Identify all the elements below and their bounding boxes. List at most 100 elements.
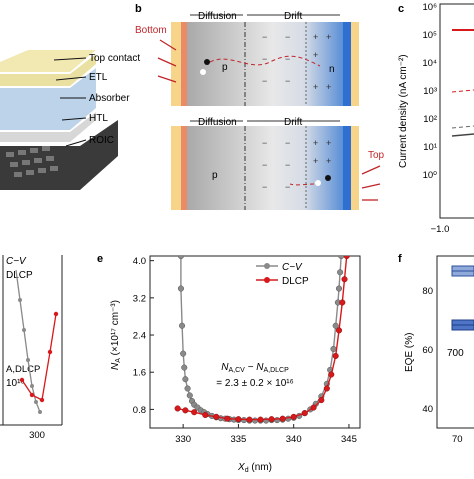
contact-left-2: [171, 126, 181, 210]
panel-e-plot-frame: [149, 255, 361, 429]
space-charge-plus-2: + + + +: [313, 138, 331, 166]
panel-c: c 10⁶ 10⁵ 10⁴ 10³ 10² 10¹ 10⁰ Current de…: [398, 2, 474, 235]
data-point: [263, 417, 270, 424]
svg-text:+: +: [326, 138, 331, 148]
panel-d: C−V DLCP A,DLCP 10¹⁶ 300: [0, 255, 63, 441]
x-tick-label: 345: [341, 434, 357, 445]
svg-text:10²: 10²: [423, 114, 437, 125]
series-cv: [177, 256, 345, 424]
label-htl: HTL: [89, 113, 108, 124]
roic-chip: [0, 120, 118, 190]
etl-strip-right-2: [343, 126, 351, 210]
svg-text:−: −: [262, 32, 267, 42]
y-tick-label: 0.8: [133, 405, 146, 416]
illumination-label: Bottom: [135, 25, 167, 36]
panel-e-xaxis: 330 335 340 345: [175, 424, 357, 445]
carrier-path-2: [289, 183, 315, 186]
label-absorber: Absorber: [89, 93, 130, 104]
data-point: [341, 276, 348, 283]
svg-text:−: −: [285, 182, 290, 192]
data-point: [335, 285, 343, 292]
svg-text:+: +: [313, 156, 318, 166]
panel-c-ylabel: Current density (nA cm⁻²): [398, 54, 409, 168]
svg-text:10⁶: 10⁶: [423, 2, 438, 13]
data-point: [181, 364, 188, 371]
svg-text:−: −: [262, 76, 267, 86]
series-line: [177, 256, 348, 421]
svg-text:+: +: [326, 82, 331, 92]
data-point: [246, 416, 253, 423]
electron-dot-2: [325, 175, 331, 181]
data-point: [268, 416, 275, 423]
svg-text:+: +: [313, 138, 318, 148]
svg-text:10³: 10³: [423, 86, 437, 97]
panel-d-annot-2: 10¹⁶: [6, 378, 25, 389]
y-tick-label: 3.2: [133, 293, 146, 304]
data-point: [301, 410, 308, 417]
svg-text:−: −: [285, 138, 290, 148]
data-point: [343, 256, 350, 260]
y-tick-label: 1.6: [133, 368, 146, 379]
panel-d-cv-markers: [18, 298, 42, 414]
legend-cv-label: C−V: [282, 262, 303, 273]
panel-e-letter: e: [97, 253, 103, 265]
svg-text:+: +: [313, 50, 318, 60]
panel-e-ylabel: NA (×10¹⁷ cm⁻³): [110, 300, 122, 370]
data-point: [274, 417, 281, 424]
data-point: [332, 322, 339, 329]
data-point: [191, 409, 198, 416]
svg-text:80: 80: [422, 286, 433, 297]
panel-d-cv-curve: [15, 269, 41, 413]
svg-text:−: −: [262, 182, 267, 192]
space-charge-minus-2: − − − − − −: [262, 138, 290, 192]
htl-strip-left: [181, 22, 187, 106]
top-contact-layer: [0, 50, 96, 72]
data-point: [330, 345, 337, 353]
space-charge-minus: − − − − − −: [262, 32, 290, 86]
svg-text:60: 60: [422, 345, 433, 356]
panel-d-dlcp-markers: [19, 311, 59, 403]
y-tick-label: 2.4: [133, 331, 146, 342]
panel-b-letter: b: [135, 3, 142, 15]
space-charge-plus: + + + + +: [313, 32, 331, 92]
illumination-label-2: Top: [368, 150, 385, 161]
panel-d-annot-1: A,DLCP: [6, 364, 40, 375]
curve-gray-dashed: [451, 125, 474, 129]
panel-f-letter: f: [398, 253, 402, 265]
contact-right: [351, 22, 359, 106]
panel-f-frame: [436, 255, 474, 429]
absorber-region-2: [187, 126, 343, 210]
etl-strip-right: [343, 22, 351, 106]
data-point: [182, 407, 189, 414]
data-point: [184, 385, 191, 392]
roic-pixel-array: [6, 146, 58, 177]
svg-text:10⁰: 10⁰: [423, 170, 438, 181]
svg-text:−: −: [285, 160, 290, 170]
light-arrows-2: [361, 165, 381, 201]
x-tick-label: 330: [175, 434, 191, 445]
svg-text:40: 40: [422, 404, 433, 415]
data-point: [318, 397, 325, 404]
svg-text:+: +: [326, 156, 331, 166]
svg-text:10⁵: 10⁵: [422, 30, 437, 41]
diffusion-label: Diffusion: [198, 11, 237, 22]
svg-text:+: +: [313, 82, 318, 92]
data-point: [177, 256, 184, 260]
data-point: [251, 417, 259, 424]
svg-text:−: −: [262, 54, 267, 64]
data-point: [177, 285, 184, 292]
panel-b: b Diffusion Drift Bottom p n: [135, 3, 385, 210]
schematic-bottom-illumination: Diffusion Drift Bottom p n − − − − − − + + +…: [135, 11, 359, 106]
svg-text:−: −: [262, 160, 267, 170]
htl-strip-left-2: [181, 126, 187, 210]
svg-text:10⁴: 10⁴: [422, 58, 437, 69]
legend-cv-marker: [264, 263, 270, 269]
svg-text:10¹: 10¹: [423, 142, 437, 153]
panel-e-legend: C−V DLCP: [256, 262, 309, 287]
x-tick-label: 335: [230, 434, 246, 445]
data-point: [328, 371, 335, 378]
legend-dlcp-marker: [264, 277, 270, 283]
diffusion-label-2: Diffusion: [198, 117, 237, 128]
panel-e-annotation-2: = 2.3 ± 0.2 × 10¹⁶: [216, 378, 293, 389]
